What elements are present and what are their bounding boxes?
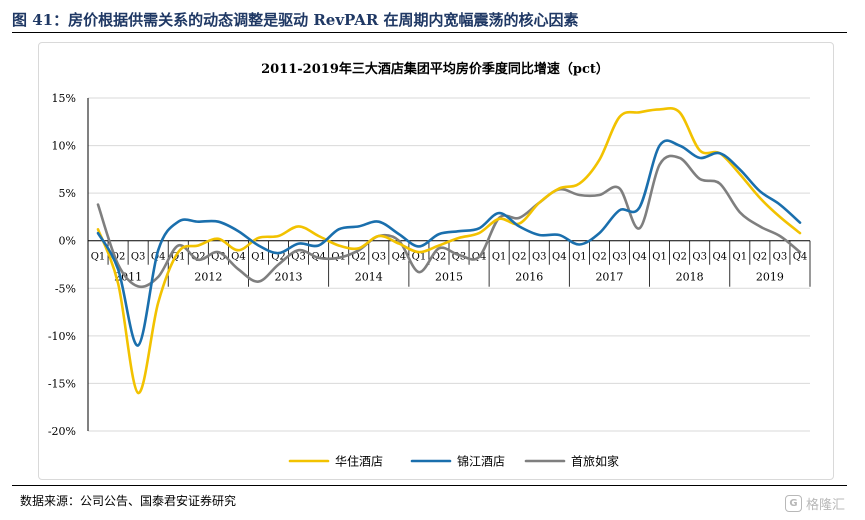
quarter-label: Q1 — [171, 252, 186, 263]
quarter-label: Q4 — [712, 252, 727, 263]
quarter-label: Q1 — [492, 252, 507, 263]
quarter-label: Q4 — [151, 252, 166, 263]
quarter-label: Q3 — [211, 252, 226, 263]
quarter-label: Q2 — [351, 252, 366, 263]
chart-title: 2011-2019年三大酒店集团平均房价季度同比增速（pct） — [261, 61, 609, 77]
quarter-label: Q2 — [512, 252, 527, 263]
quarter-label: Q1 — [251, 252, 266, 263]
source-note: 数据来源：公司公告、国泰君安证券研究 — [20, 494, 237, 508]
y-tick-label: 10% — [52, 140, 76, 153]
quarter-label: Q2 — [432, 252, 447, 263]
quarter-label: Q4 — [632, 252, 647, 263]
quarter-label: Q2 — [191, 252, 206, 263]
quarter-label: Q1 — [652, 252, 667, 263]
year-label: 2012 — [194, 271, 222, 284]
gridlines — [88, 97, 810, 432]
series-line-2 — [96, 139, 802, 347]
year-label: 2019 — [756, 271, 784, 284]
quarter-label: Q2 — [271, 252, 286, 263]
quarter-label: Q3 — [131, 252, 146, 263]
quarter-label: Q2 — [753, 252, 768, 263]
y-axis: 15% 10% 5% 0% -5% -10% -15% -20% — [48, 92, 89, 438]
quarter-label: Q3 — [291, 252, 306, 263]
year-label: 2013 — [275, 271, 303, 284]
quarter-label: Q2 — [111, 252, 126, 263]
legend-label: 华住酒店 — [335, 455, 383, 469]
quarter-label: Q3 — [372, 252, 387, 263]
quarter-label: Q4 — [793, 252, 808, 263]
watermark-text: 格隆汇 — [805, 498, 845, 513]
quarter-label: Q4 — [231, 252, 246, 263]
y-tick-label: -5% — [55, 282, 76, 295]
quarter-label: Q1 — [572, 252, 587, 263]
y-tick-label: -20% — [48, 425, 76, 438]
year-label: 2018 — [676, 271, 704, 284]
quarter-label: Q3 — [452, 252, 467, 263]
y-tick-label: 15% — [52, 92, 76, 105]
figure-title: 图 41：房价根据供需关系的动态调整是驱动 RevPAR 在周期内宽幅震荡的核心… — [12, 11, 579, 29]
y-tick-label: -10% — [48, 330, 76, 343]
year-label: 2017 — [595, 271, 623, 284]
bottom-rule — [12, 485, 847, 486]
y-tick-label: 0% — [59, 235, 76, 248]
quarter-label: Q1 — [91, 252, 106, 263]
watermark-logo-icon: G — [784, 495, 802, 512]
quarter-label: Q4 — [392, 252, 407, 263]
y-tick-label: -15% — [48, 377, 76, 390]
quarter-label: Q2 — [672, 252, 687, 263]
legend-label: 首旅如家 — [571, 454, 619, 469]
top-rule — [12, 32, 847, 33]
quarter-label: Q2 — [592, 252, 607, 263]
quarter-label: Q4 — [552, 252, 567, 263]
series-line-1 — [96, 107, 802, 395]
series-line-3 — [96, 154, 802, 289]
quarter-label: Q3 — [692, 252, 707, 263]
quarter-label: Q3 — [532, 252, 547, 263]
year-label: 2016 — [515, 271, 543, 284]
quarter-label: Q3 — [612, 252, 627, 263]
series-lines — [96, 107, 802, 395]
quarter-label: Q3 — [773, 252, 788, 263]
legend: 华住酒店 锦江酒店 首旅如家 — [288, 454, 619, 469]
year-label: 2014 — [355, 271, 383, 284]
legend-label: 锦江酒店 — [457, 455, 505, 469]
year-label: 2015 — [435, 271, 463, 284]
quarter-label: Q1 — [412, 252, 427, 263]
y-tick-label: 5% — [59, 187, 76, 200]
x-axis: Q1 Q2 Q3 Q4 Q1 Q2 Q3 Q4 Q1 Q2 Q3 Q4 Q1 Q2 Q3 Q4 Q1 Q2 Q3 Q4… — [87, 240, 811, 287]
watermark: G 格隆汇 — [784, 494, 845, 513]
quarter-label: Q1 — [733, 252, 748, 263]
chart-panel — [38, 42, 834, 480]
